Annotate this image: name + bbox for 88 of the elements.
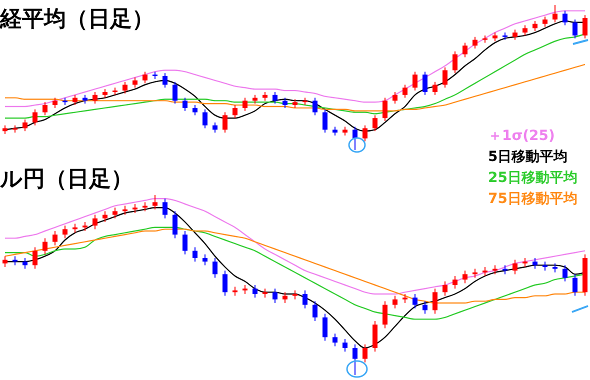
- candlestick: [362, 124, 368, 142]
- candlestick: [552, 4, 558, 23]
- candlestick: [572, 19, 578, 39]
- candlestick: [432, 288, 438, 314]
- candlestick: [162, 72, 168, 88]
- candlestick: [572, 274, 578, 296]
- candlestick: [442, 280, 448, 296]
- candlestick: [152, 194, 158, 210]
- candlestick: [402, 84, 408, 98]
- candlestick: [212, 122, 218, 134]
- candlestick: [382, 300, 388, 329]
- candlestick: [322, 313, 328, 342]
- candlestick: [142, 71, 148, 84]
- candlestick: [132, 77, 138, 88]
- text: 75日移動平均: [488, 191, 578, 207]
- candlestick: [512, 259, 518, 275]
- candlestick: [202, 108, 208, 129]
- candlestick: [172, 210, 178, 239]
- candlestick: [192, 246, 198, 262]
- candlestick: [442, 66, 448, 88]
- candlestick: [282, 292, 288, 304]
- candlestick: [252, 284, 258, 298]
- candlestick: [42, 238, 48, 255]
- candlestick: [72, 94, 78, 106]
- candlestick: [222, 112, 228, 134]
- candlestick: [392, 295, 398, 309]
- candlestick: [542, 16, 548, 28]
- candlestick: [232, 104, 238, 119]
- candlestick: [472, 36, 478, 49]
- text: 25日移動平均: [488, 170, 578, 186]
- candlestick: [42, 102, 48, 116]
- candlestick: [362, 344, 368, 363]
- candlestick: [372, 320, 378, 352]
- candlestick: [412, 71, 418, 92]
- candlestick: [182, 230, 188, 255]
- candlestick: [272, 288, 278, 304]
- candlestick: [162, 198, 168, 219]
- candlestick: [372, 114, 378, 132]
- candlestick: [332, 333, 338, 347]
- candlestick: [62, 225, 68, 239]
- candlestick: [582, 14, 588, 39]
- candlestick: [52, 230, 58, 246]
- candlestick: [242, 97, 248, 112]
- candlestick: [202, 254, 208, 266]
- candlestick: [222, 270, 228, 296]
- candlestick: [352, 344, 358, 376]
- candlestick: [92, 214, 98, 230]
- candlestick: [212, 258, 218, 278]
- candlestick: [312, 97, 318, 116]
- candlestick: [562, 264, 568, 282]
- candlestick: [382, 97, 388, 122]
- text: 5日移動平均: [488, 149, 568, 165]
- candlestick: [92, 92, 98, 104]
- candlestick: [282, 97, 288, 108]
- candlestick: [532, 20, 538, 32]
- candlestick: [342, 338, 348, 352]
- candlestick: [462, 42, 468, 58]
- candlestick: [22, 258, 28, 270]
- candlestick: [312, 300, 318, 322]
- candlestick: [172, 81, 178, 104]
- candlestick: [122, 81, 128, 94]
- candlestick: [462, 270, 468, 284]
- candlestick: [432, 81, 438, 96]
- candlestick: [302, 290, 308, 309]
- candlestick: [422, 71, 428, 96]
- candlestick: [352, 126, 358, 150]
- candlestick: [112, 207, 118, 219]
- chart-title: ル円（日足）: [0, 167, 133, 192]
- candlestick: [422, 300, 428, 314]
- candlestick: [512, 29, 518, 40]
- candlestick: [102, 210, 108, 222]
- candlestick: [522, 24, 528, 36]
- candlestick: [532, 258, 538, 270]
- candlestick: [52, 97, 58, 108]
- text: ＋1σ(25): [488, 128, 555, 144]
- candlestick: [562, 10, 568, 26]
- candlestick: [272, 92, 278, 104]
- candlestick: [192, 104, 198, 116]
- candlestick: [452, 50, 458, 74]
- candlestick: [2, 256, 8, 268]
- candlestick: [412, 294, 418, 309]
- candlestick: [22, 119, 28, 132]
- candlestick: [392, 92, 398, 104]
- candlestick: [32, 108, 38, 126]
- candlestick: [32, 246, 38, 270]
- candlestick: [452, 276, 458, 290]
- candlestick: [322, 108, 328, 134]
- candlestick: [182, 97, 188, 112]
